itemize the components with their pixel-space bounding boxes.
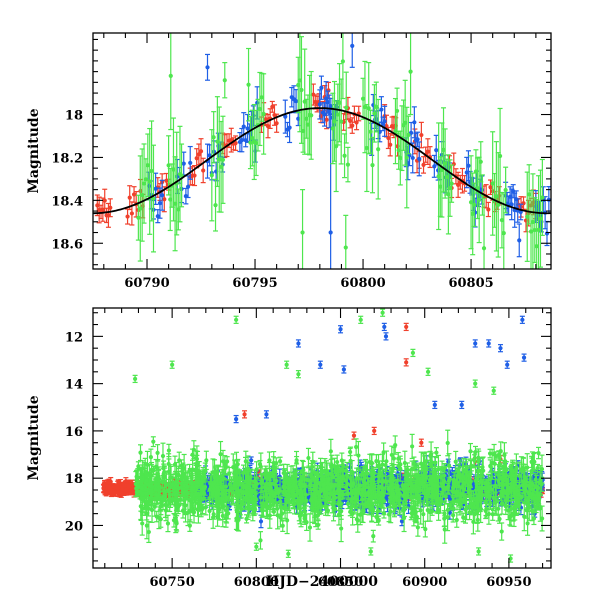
y-tick-label: 12 xyxy=(65,330,83,345)
y-tick-label: 18.6 xyxy=(51,237,83,252)
full-x-axis-label: HJD−2400000 xyxy=(266,574,378,590)
x-tick-label: 60800 xyxy=(340,276,385,291)
x-tick-label: 60790 xyxy=(124,276,169,291)
y-tick-label: 16 xyxy=(65,425,83,440)
x-tick-label: 60900 xyxy=(402,575,447,590)
y-tick-label: 18.2 xyxy=(51,151,83,166)
data-point-red xyxy=(124,488,129,492)
x-tick-label: 60805 xyxy=(448,276,493,291)
y-tick-label: 14 xyxy=(65,378,83,393)
x-tick-label: 60750 xyxy=(150,575,195,590)
y-tick-label: 20 xyxy=(65,519,83,534)
data-point-red xyxy=(127,484,132,488)
y-tick-label: 18 xyxy=(65,109,83,124)
zoom-y-axis-label: Magnitude xyxy=(26,108,42,193)
y-tick-label: 18 xyxy=(65,472,83,487)
x-tick-label: 60795 xyxy=(232,276,277,291)
x-tick-label: 60950 xyxy=(486,575,531,590)
y-tick-label: 18.4 xyxy=(51,194,83,209)
full-y-axis-label: Magnitude xyxy=(26,395,42,480)
